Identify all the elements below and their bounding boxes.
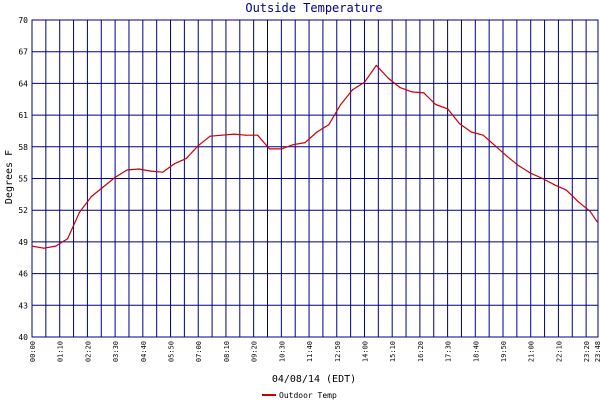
series-layer (31, 64, 598, 249)
data-point (67, 238, 69, 240)
data-point (411, 91, 413, 93)
y-tick-label: 70 (18, 16, 28, 25)
data-point (197, 145, 199, 147)
data-point (245, 134, 247, 136)
data-point (435, 103, 437, 106)
data-point (518, 165, 520, 167)
legend-label: Outdoor Temp (279, 391, 337, 400)
data-point (150, 170, 152, 172)
data-point (494, 145, 496, 147)
data-point (375, 64, 377, 67)
data-point (340, 103, 342, 106)
data-point (43, 247, 45, 249)
x-tick-label: 17:30 (445, 341, 453, 362)
data-point (233, 133, 235, 135)
data-point (328, 124, 330, 126)
x-tick-label: 23:48 (594, 341, 600, 362)
y-tick-label: 61 (18, 111, 28, 120)
data-point (530, 172, 532, 174)
data-point (482, 134, 484, 136)
data-point (577, 201, 579, 203)
data-point (352, 89, 354, 91)
x-tick-label: 12:50 (334, 341, 342, 362)
data-point (162, 171, 164, 173)
legend: Outdoor Temp (262, 391, 337, 400)
data-point (363, 81, 366, 83)
data-point (280, 148, 282, 150)
data-point (565, 189, 567, 191)
x-tick-label: 15:10 (389, 341, 397, 362)
x-tick-label: 04:40 (140, 341, 148, 362)
x-tick-label: 21:00 (528, 341, 536, 362)
x-tick-label: 00:00 (29, 341, 37, 362)
y-tick-label: 52 (18, 206, 28, 215)
data-point (138, 168, 140, 170)
x-tick-label: 07:00 (195, 341, 203, 362)
x-tick-label: 10:30 (278, 341, 286, 362)
data-point (55, 245, 57, 247)
y-tick-labels: 40 43 46 49 52 55 58 61 64 67 70 (18, 16, 28, 342)
y-tick-label: 40 (18, 333, 28, 342)
data-point (90, 195, 92, 198)
data-point (268, 148, 271, 150)
chart-title: Outside Temperature (245, 1, 382, 15)
y-tick-label: 43 (18, 301, 28, 310)
data-point (399, 87, 401, 89)
data-point (78, 211, 81, 213)
y-tick-label: 46 (18, 270, 28, 279)
data-point (316, 131, 318, 133)
data-point (423, 92, 425, 94)
data-point (102, 186, 104, 188)
data-point (553, 184, 556, 186)
x-tick-label: 22:10 (555, 341, 563, 362)
data-point (541, 177, 544, 180)
data-point (458, 122, 461, 125)
data-point (185, 157, 187, 160)
x-tick-label: 01:10 (57, 341, 65, 362)
x-tick-label: 05:50 (168, 341, 176, 362)
data-point (589, 210, 591, 212)
data-point (173, 163, 176, 165)
data-point (257, 134, 259, 136)
data-point (126, 169, 128, 171)
x-tick-label: 18:40 (472, 341, 480, 362)
y-tick-label: 64 (18, 79, 28, 88)
x-tick-label: 19:50 (500, 341, 508, 362)
x-tick-label: 02:20 (84, 341, 92, 362)
data-point (209, 135, 211, 137)
data-point (292, 144, 294, 146)
x-tick-label: 03:30 (112, 341, 120, 362)
data-point (221, 134, 223, 136)
x-tick-label: 08:10 (223, 341, 231, 362)
x-tick-label: 23:20 (583, 341, 591, 362)
x-axis-label: 04/08/14 (EDT) (272, 374, 356, 385)
x-tick-label: 09:20 (251, 341, 259, 362)
data-point (387, 77, 389, 79)
data-point (446, 108, 449, 110)
data-point (470, 131, 472, 133)
data-point (506, 155, 508, 157)
x-tick-label: 11:40 (306, 341, 314, 362)
y-tick-label: 58 (18, 143, 28, 152)
x-tick-label: 16:20 (417, 341, 425, 362)
y-axis-label: Degrees F (4, 150, 15, 204)
grid (31, 19, 598, 338)
data-point (114, 176, 116, 179)
x-tick-label: 14:00 (361, 341, 369, 362)
x-tick-labels: 00:00 01:10 02:20 03:30 04:40 05:50 07:00 08:10… (29, 341, 600, 362)
y-tick-label: 67 (18, 48, 28, 57)
y-tick-label: 55 (18, 175, 28, 184)
y-tick-label: 49 (18, 238, 28, 247)
data-point (31, 245, 33, 247)
data-point (596, 221, 598, 223)
data-point (304, 141, 306, 144)
